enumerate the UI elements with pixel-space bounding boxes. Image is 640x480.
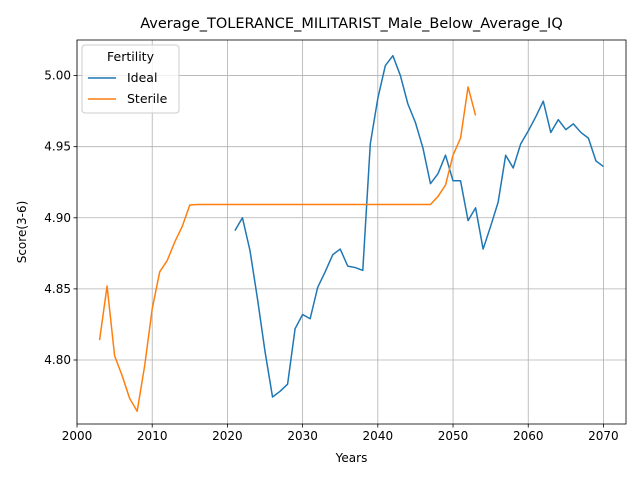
x-tick-label: 2070 bbox=[588, 429, 619, 443]
legend: Fertility Ideal Sterile bbox=[81, 44, 180, 114]
x-tick-label: 2010 bbox=[137, 429, 168, 443]
legend-entries: Ideal Sterile bbox=[88, 70, 168, 106]
legend-box bbox=[81, 44, 180, 114]
y-axis-label: Score(3-6) bbox=[15, 201, 29, 264]
x-tick-label: 2030 bbox=[287, 429, 318, 443]
legend-label-ideal: Ideal bbox=[127, 70, 157, 85]
x-tick-label: 2060 bbox=[513, 429, 544, 443]
y-axis-ticks: 4.80 4.85 4.90 4.95 5.00 bbox=[44, 69, 77, 367]
x-axis-label: Years bbox=[335, 451, 368, 465]
x-tick-label: 2040 bbox=[363, 429, 394, 443]
series-layer bbox=[98, 54, 604, 412]
legend-label-sterile: Sterile bbox=[127, 91, 168, 106]
legend-title: Fertility bbox=[107, 49, 155, 64]
x-axis-ticks: 2000 2010 2020 2030 2040 2050 2060 2070 bbox=[62, 424, 619, 443]
grid-lines bbox=[76, 40, 626, 424]
series-line-sterile bbox=[98, 86, 477, 412]
y-tick-label: 4.95 bbox=[44, 140, 71, 154]
y-tick-label: 5.00 bbox=[44, 69, 71, 83]
x-tick-label: 2000 bbox=[62, 429, 93, 443]
series-line-ideal bbox=[234, 54, 604, 398]
y-tick-label: 4.90 bbox=[44, 211, 71, 225]
x-tick-label: 2020 bbox=[212, 429, 243, 443]
y-tick-label: 4.80 bbox=[44, 353, 71, 367]
plot-frame bbox=[76, 39, 627, 425]
x-tick-label: 2050 bbox=[438, 429, 469, 443]
y-tick-label: 4.85 bbox=[44, 282, 71, 296]
chart-title: Average_TOLERANCE_MILITARIST_Male_Below_… bbox=[140, 16, 563, 32]
